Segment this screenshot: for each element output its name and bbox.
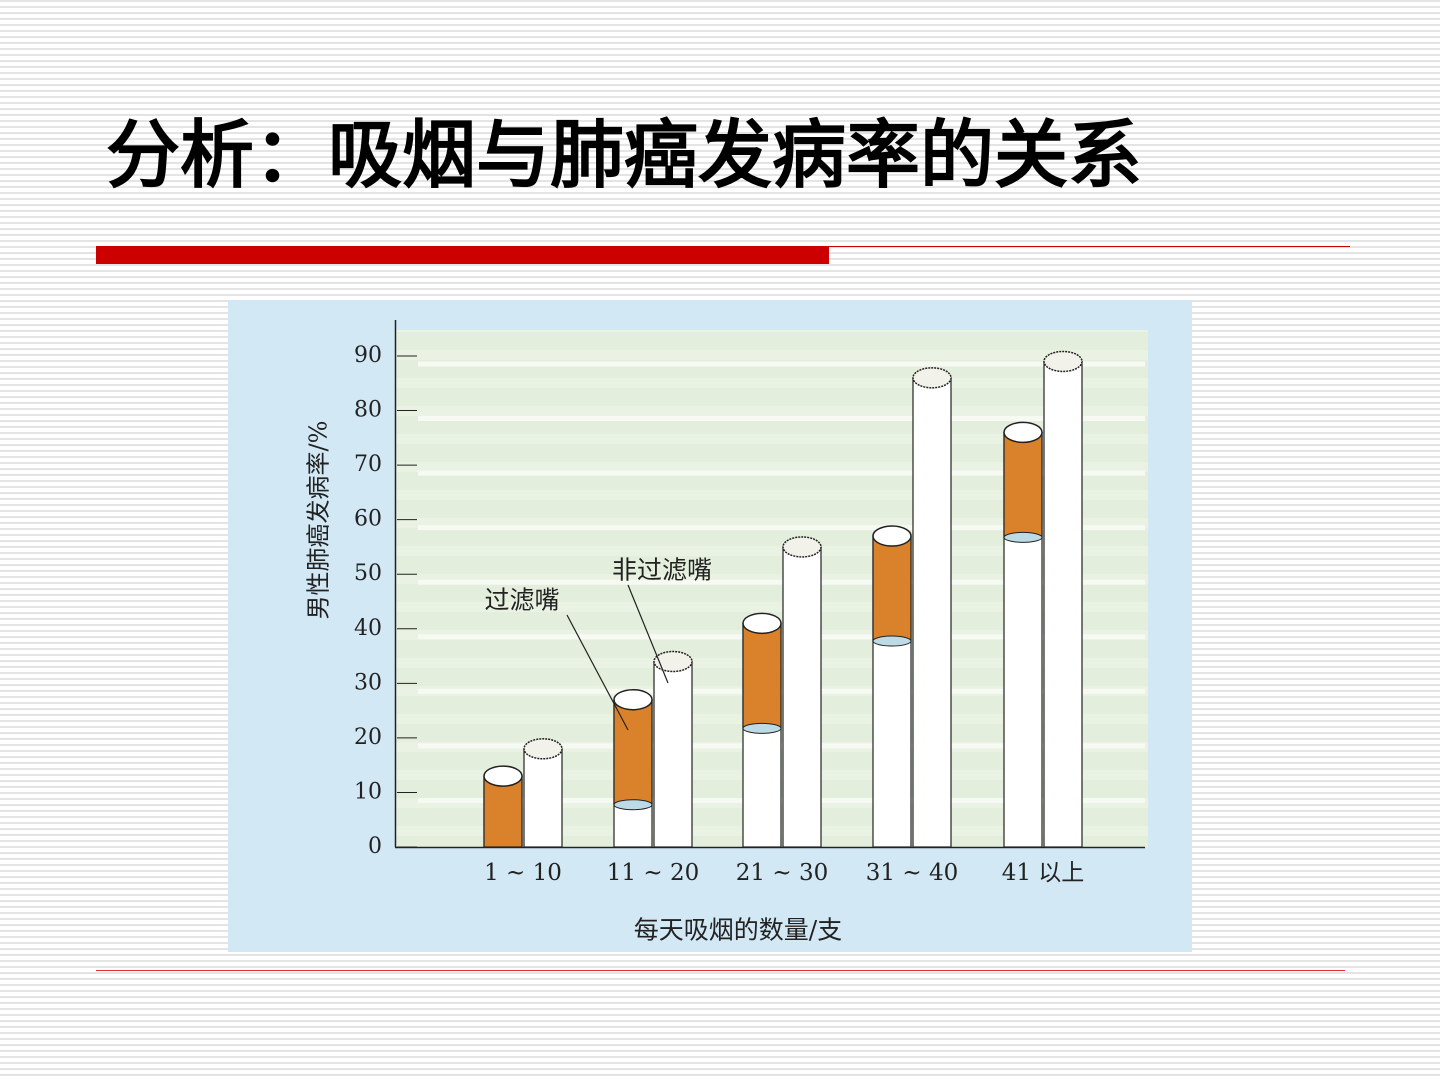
y-tick-label: 40 — [354, 616, 382, 641]
cigarette — [1043, 350, 1083, 848]
title-bar — [96, 246, 829, 264]
filter-body — [1003, 431, 1043, 538]
cigarette — [872, 525, 912, 848]
bar-top — [523, 738, 563, 760]
y-axis-label: 男性肺癌发病率/% — [305, 421, 333, 620]
bar — [912, 377, 952, 848]
bar-top — [912, 367, 952, 389]
leader-line — [566, 614, 629, 731]
x-tick-label: 41 以上 — [1002, 860, 1085, 886]
cigarette — [742, 612, 782, 848]
filter-body — [872, 535, 912, 642]
cigarette — [613, 688, 653, 848]
y-tick-label: 0 — [368, 834, 382, 859]
x-tick-label: 21 ~ 30 — [736, 860, 828, 886]
bar-top — [742, 612, 782, 635]
marks — [418, 350, 1145, 848]
filter-ring — [742, 722, 782, 734]
y-tick-label: 60 — [354, 507, 382, 532]
leader-line — [627, 584, 669, 684]
slide-title: 分析：吸烟与肺癌发病率的关系 — [106, 113, 1142, 199]
bar-top — [483, 765, 523, 787]
cigarette — [653, 650, 693, 848]
x-axis-label: 每天吸烟的数量/支 — [634, 916, 842, 945]
filter-ring — [872, 635, 912, 647]
y-tick-label: 70 — [354, 452, 382, 477]
series-label: 非过滤嘴 — [612, 556, 712, 585]
x-tick-label: 1 ~ 10 — [484, 860, 562, 886]
bar-top — [782, 536, 822, 558]
bar — [1043, 360, 1083, 848]
x-tick-label: 11 ~ 20 — [607, 860, 699, 886]
y-tick-label: 90 — [354, 343, 382, 368]
cigarette — [782, 536, 822, 848]
bar-top — [613, 688, 653, 711]
filter-body — [742, 622, 782, 729]
y-tick-label: 20 — [354, 725, 382, 750]
y-tick-label: 80 — [354, 398, 382, 423]
cigarette — [1003, 421, 1043, 848]
bar — [653, 660, 693, 848]
cigarette — [483, 765, 523, 848]
y-tick-label: 30 — [354, 670, 382, 695]
bar — [782, 546, 822, 848]
filter-ring — [613, 799, 653, 811]
bar-top — [1043, 350, 1083, 373]
cigarette — [523, 738, 563, 848]
bar-top — [872, 525, 912, 547]
series-label: 过滤嘴 — [484, 586, 559, 615]
filter-ring — [1003, 531, 1043, 543]
x-tick-label: 31 ~ 40 — [866, 860, 958, 886]
bar — [523, 748, 563, 848]
bar-top — [653, 650, 693, 673]
filter-body — [483, 775, 523, 848]
y-tick-label: 50 — [354, 561, 382, 586]
y-tick-label: 10 — [354, 779, 382, 804]
cigarette — [912, 367, 952, 848]
bar-top — [1003, 421, 1043, 444]
